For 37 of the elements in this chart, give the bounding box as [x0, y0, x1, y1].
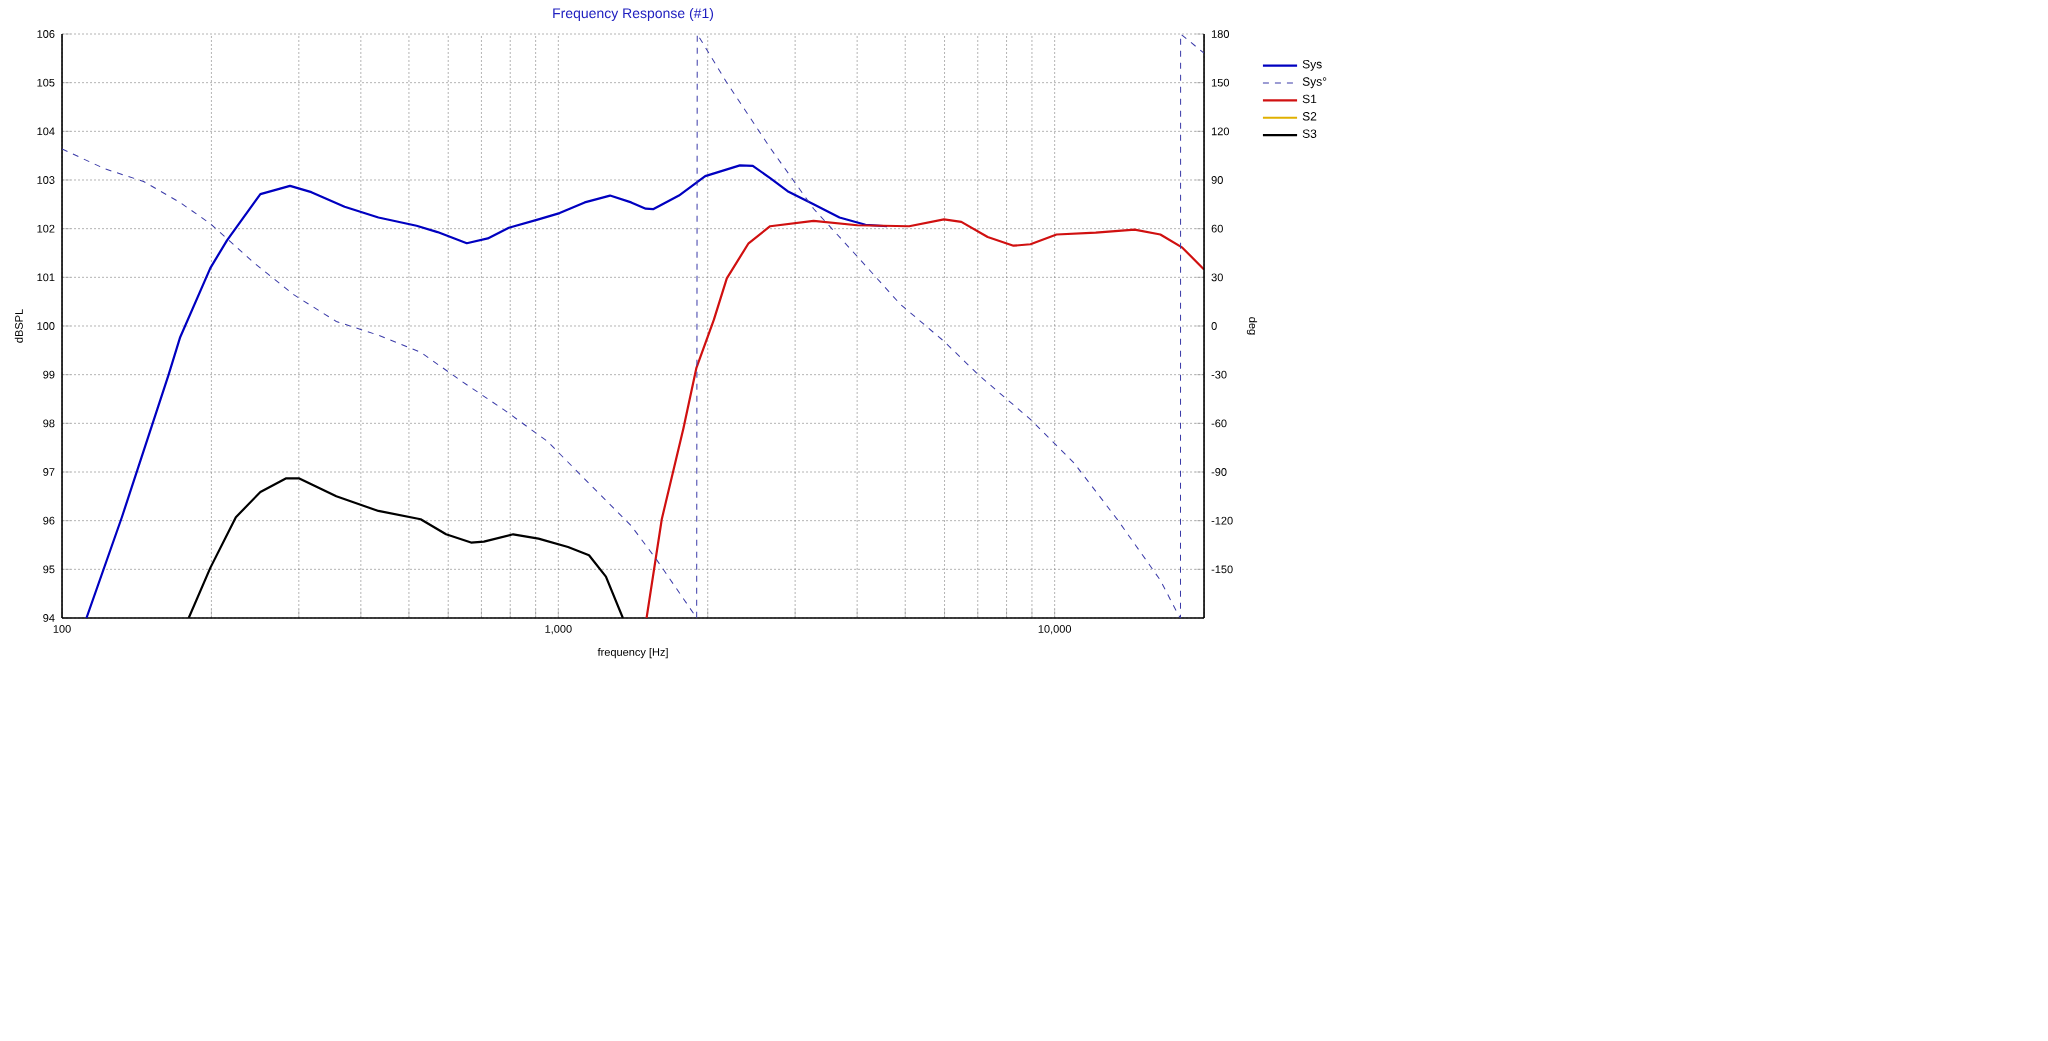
y-tick-label: 103 [37, 176, 55, 184]
y-tick-label: 100 [37, 322, 55, 330]
y2-tick-label: 90 [1211, 176, 1223, 184]
y2-tick-label: -60 [1211, 419, 1227, 428]
y2-tick-label: 60 [1211, 224, 1223, 233]
y2-tick-label: 0 [1211, 322, 1217, 330]
legend-label: S3 [1302, 129, 1317, 138]
y2-tick-label: 150 [1211, 78, 1230, 87]
legend-label: Sys° [1302, 77, 1327, 89]
y-axis-title: dBSPL [14, 309, 23, 343]
x-axis-title: frequency [Hz] [597, 647, 668, 659]
legend-label: S1 [1302, 94, 1317, 104]
y-tick-label: 101 [37, 273, 55, 282]
y-tick-label: 99 [43, 370, 55, 379]
legend-label: Sys [1302, 59, 1322, 71]
y-tick-label: 96 [43, 516, 55, 525]
y2-tick-label: -30 [1211, 370, 1227, 379]
y-tick-label: 95 [43, 565, 55, 574]
y-tick-label: 98 [43, 419, 55, 428]
legend-label: S2 [1302, 112, 1317, 121]
y-tick-label: 104 [37, 127, 55, 136]
y-tick-label: 97 [43, 468, 55, 476]
y2-tick-label: 30 [1211, 273, 1223, 282]
y2-tick-label: 120 [1211, 127, 1230, 136]
y2-tick-label: -90 [1211, 468, 1227, 476]
y-tick-label: 94 [43, 614, 55, 622]
x-tick-label: 1,000 [545, 625, 572, 635]
y-tick-label: 102 [37, 224, 55, 233]
x-tick-label: 100 [53, 625, 71, 633]
x-tick-label: 10,000 [1038, 625, 1072, 635]
y-tick-label: 105 [37, 78, 55, 87]
y-tick-label: 106 [37, 30, 55, 38]
chart-title: Frequency Response (#1) [553, 7, 714, 21]
y2-tick-label: 180 [1211, 30, 1230, 38]
y2-axis-title: deg [1246, 317, 1258, 335]
y2-tick-label: -150 [1211, 565, 1233, 574]
y2-tick-label: -120 [1211, 516, 1233, 525]
